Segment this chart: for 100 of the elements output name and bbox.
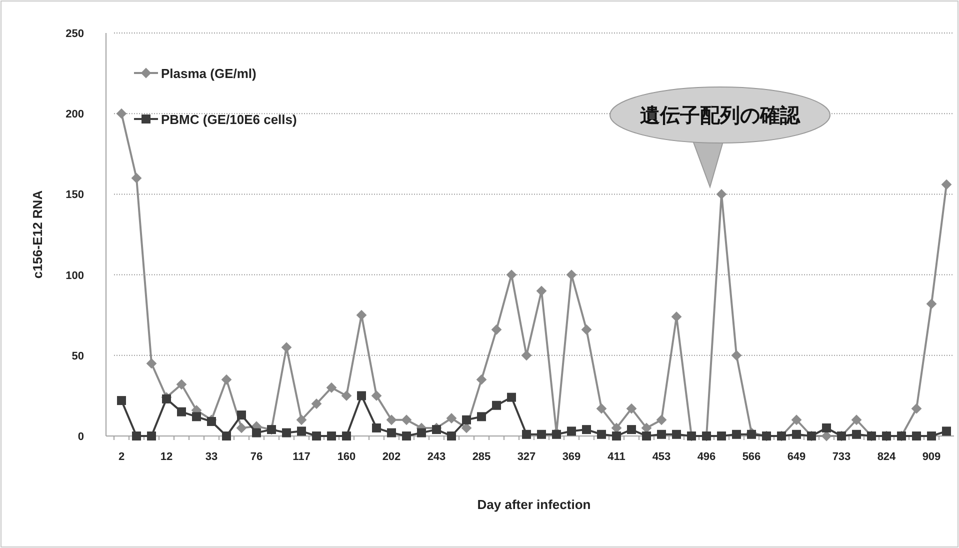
point xyxy=(297,426,306,436)
point xyxy=(132,432,141,440)
point xyxy=(372,390,382,401)
point xyxy=(312,432,321,440)
point xyxy=(327,432,336,440)
point xyxy=(462,415,471,424)
point xyxy=(116,108,126,119)
x-tick-label: 202 xyxy=(382,451,401,463)
x-tick-label: 649 xyxy=(787,451,806,463)
y-tick-label: 100 xyxy=(66,270,84,282)
x-tick-label: 824 xyxy=(877,451,897,463)
point xyxy=(732,430,741,439)
point xyxy=(387,428,396,438)
point xyxy=(642,432,651,440)
point xyxy=(282,428,291,438)
x-tick-label: 2 xyxy=(118,451,125,463)
point xyxy=(567,426,576,436)
point xyxy=(176,379,186,390)
point xyxy=(132,173,142,184)
point xyxy=(342,390,352,401)
point xyxy=(222,374,232,385)
point xyxy=(417,428,426,438)
point xyxy=(312,398,322,409)
x-tick-label: 117 xyxy=(292,451,310,463)
x-tick-label: 496 xyxy=(697,451,716,463)
point xyxy=(446,413,456,424)
point xyxy=(582,425,591,434)
x-tick-label: 285 xyxy=(472,451,491,463)
point xyxy=(672,430,681,439)
x-tick-label: 733 xyxy=(832,451,851,463)
point xyxy=(522,430,531,439)
legend-label: PBMC (GE/10E6 cells) xyxy=(161,112,297,127)
point xyxy=(372,423,381,432)
point xyxy=(822,423,831,432)
x-tick-label: 566 xyxy=(742,451,761,463)
point xyxy=(566,270,576,280)
x-tick-label: 243 xyxy=(427,451,446,463)
point xyxy=(716,189,726,200)
x-axis-title: Day after infection xyxy=(477,497,591,512)
point xyxy=(626,404,636,414)
x-tick-label: 76 xyxy=(250,451,263,463)
x-tick-label: 33 xyxy=(205,451,218,463)
point xyxy=(942,180,952,190)
point xyxy=(476,374,486,385)
point xyxy=(912,432,921,440)
point xyxy=(852,414,862,425)
point xyxy=(252,428,261,438)
point xyxy=(146,358,156,368)
point xyxy=(462,422,472,433)
point xyxy=(792,414,802,425)
annotation: 遺伝子配列の確認 xyxy=(640,104,801,127)
point xyxy=(386,414,396,425)
point xyxy=(627,425,636,434)
point xyxy=(792,430,801,439)
y-axis-title: c156-E12 RNA xyxy=(30,190,45,279)
legend-label: Plasma (GE/ml) xyxy=(161,66,256,81)
point xyxy=(597,430,606,439)
point xyxy=(222,432,231,440)
point xyxy=(537,430,546,439)
point xyxy=(732,350,742,360)
point xyxy=(402,432,411,440)
point xyxy=(326,382,336,393)
point xyxy=(852,430,861,439)
x-tick-label: 160 xyxy=(337,451,356,463)
point xyxy=(296,414,306,425)
point xyxy=(432,425,441,434)
point xyxy=(506,270,516,280)
point xyxy=(356,310,366,320)
point xyxy=(177,407,186,416)
x-tick-label: 411 xyxy=(608,451,626,463)
x-tick-label: 327 xyxy=(517,451,536,463)
point xyxy=(822,431,832,441)
point xyxy=(282,342,292,352)
point xyxy=(447,432,456,440)
point xyxy=(402,414,412,425)
y-tick-label: 50 xyxy=(72,350,84,362)
point xyxy=(912,404,922,414)
point xyxy=(536,286,546,296)
point xyxy=(717,432,726,440)
point xyxy=(926,298,936,309)
point xyxy=(357,391,366,400)
point xyxy=(612,432,621,440)
point xyxy=(642,422,652,433)
point xyxy=(492,324,502,335)
point xyxy=(236,422,246,433)
x-tick-label: 909 xyxy=(922,451,941,463)
x-tick-label: 12 xyxy=(160,451,173,463)
y-tick-label: 250 xyxy=(66,28,84,40)
point xyxy=(492,400,501,410)
point xyxy=(656,414,666,425)
y-tick-label: 150 xyxy=(66,189,84,202)
point xyxy=(477,412,486,422)
point xyxy=(192,412,201,422)
point xyxy=(117,396,126,406)
point xyxy=(342,432,351,440)
y-tick-label: 0 xyxy=(78,431,84,443)
point xyxy=(612,422,622,433)
point xyxy=(582,324,592,335)
point xyxy=(147,432,156,440)
point xyxy=(507,392,516,402)
